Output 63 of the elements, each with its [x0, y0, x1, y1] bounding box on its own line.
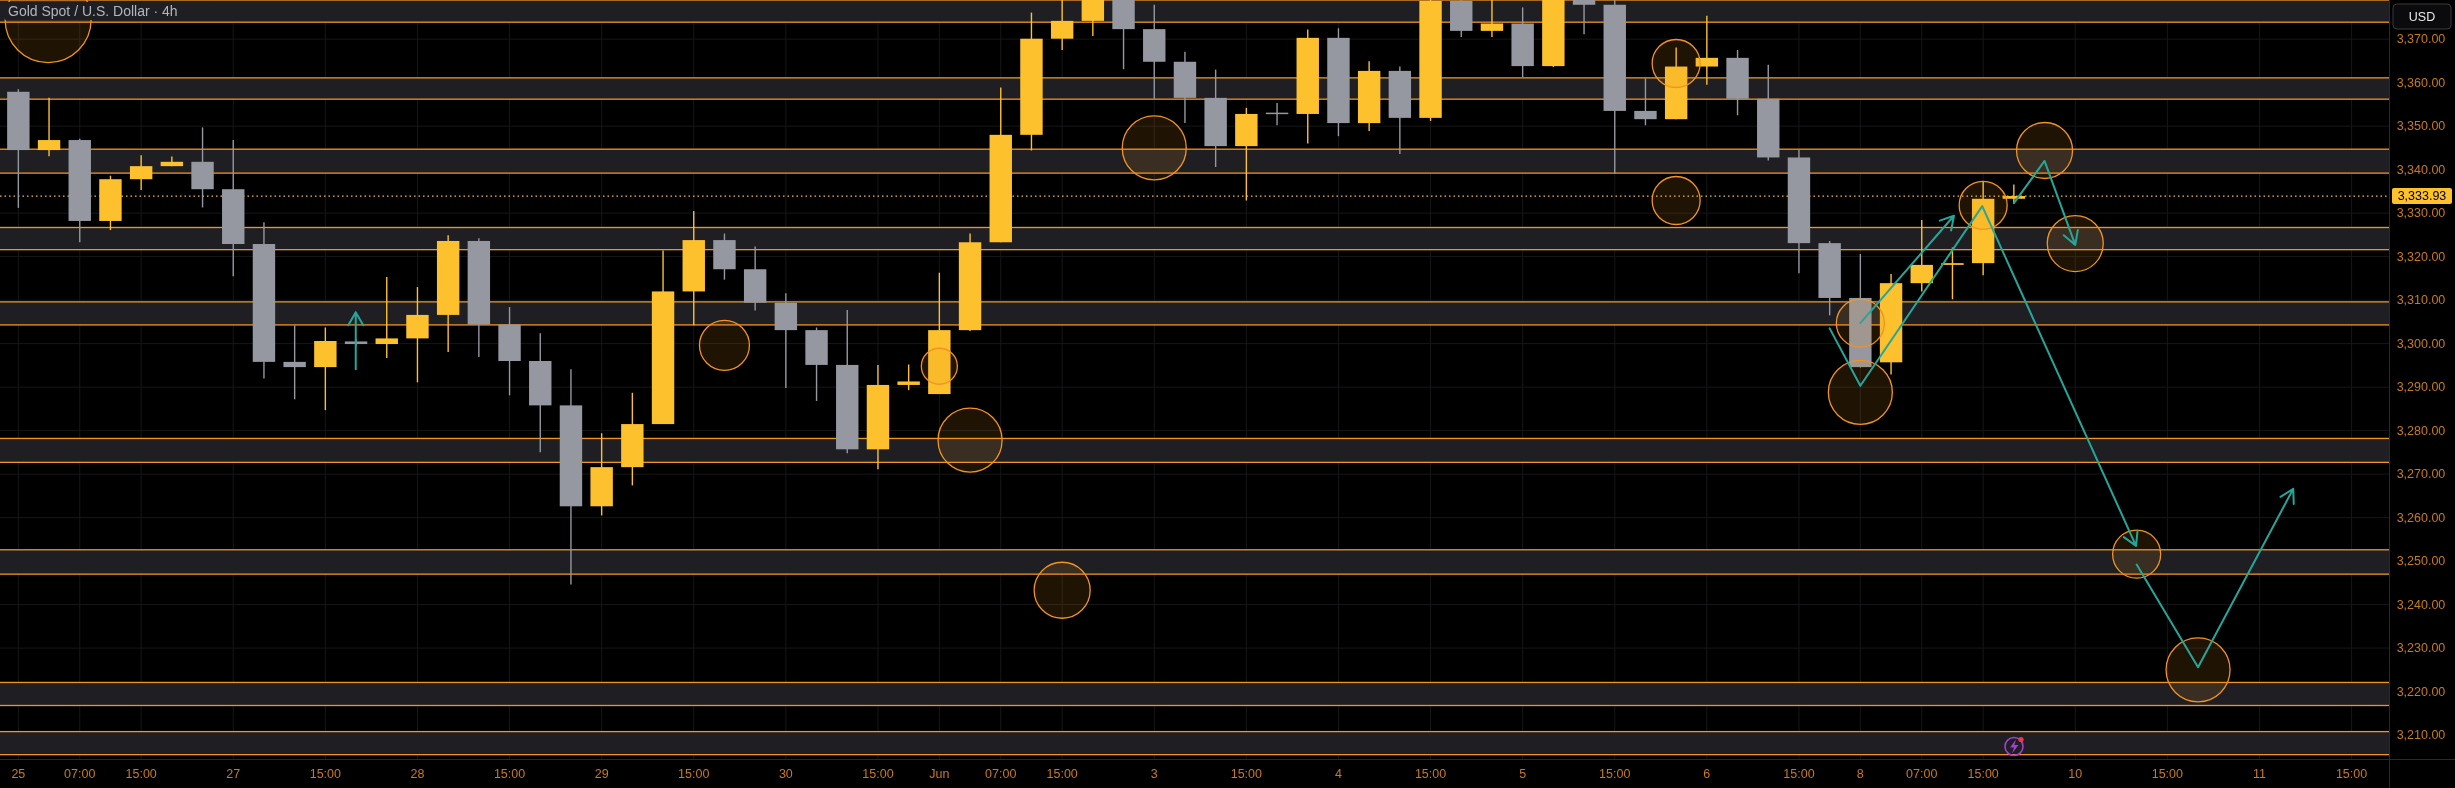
candlestick: [897, 363, 920, 391]
ref-line-label: 3,333.93: [2397, 189, 2447, 204]
x-tick-label: 15:00: [1783, 767, 1815, 781]
x-tick-label: 07:00: [64, 767, 96, 781]
x-tick-label: 15:00: [493, 767, 526, 781]
candlestick: [129, 154, 153, 191]
x-tick-label: 07:00: [1906, 767, 1938, 781]
x-tick-label: Jun: [929, 767, 950, 781]
y-tick-label: 3,260.00: [2396, 510, 2446, 525]
x-tick-label: 28: [410, 767, 425, 781]
y-tick-label: 3,250.00: [2396, 554, 2446, 569]
y-tick-label: 3,310.00: [2396, 293, 2446, 308]
candlestick: [37, 97, 61, 157]
y-tick-label: 3,300.00: [2396, 336, 2446, 351]
candlestick: [283, 324, 306, 400]
x-tick-label: 27: [226, 767, 241, 781]
x-tick-label: 15:00: [862, 767, 894, 781]
candlestick: [1941, 246, 1964, 300]
x-tick-label: 11: [2252, 767, 2266, 781]
x-tick-label: 15:00: [1599, 767, 1631, 781]
x-tick-label: 6: [1703, 767, 1711, 781]
y-tick-label: 3,330.00: [2396, 206, 2446, 221]
y-tick-label: 3,370.00: [2396, 32, 2446, 47]
x-tick-label: 15:00: [678, 767, 710, 781]
y-tick-label: 3,210.00: [2396, 728, 2446, 743]
y-tick-label: 3,350.00: [2396, 119, 2446, 134]
x-tick-label: 15:00: [1230, 767, 1263, 781]
x-tick-label: 15:00: [1967, 767, 1999, 781]
candlestick: [1634, 77, 1657, 126]
x-tick-label: 29: [594, 767, 609, 781]
candlestick: [1081, 0, 1105, 37]
x-tick-label: 15:00: [1414, 767, 1447, 781]
y-tick-label: 3,290.00: [2396, 380, 2446, 395]
y-tick-label: 3,360.00: [2396, 75, 2446, 90]
x-tick-label: 8: [1856, 767, 1864, 781]
x-tick-label: 15:00: [1046, 767, 1078, 781]
y-tick-label: 3,320.00: [2396, 249, 2446, 264]
y-tick-label: 3,340.00: [2396, 162, 2446, 177]
x-tick-label: 4: [1334, 767, 1342, 781]
x-tick-label: 5: [1519, 767, 1527, 781]
y-tick-label: 3,220.00: [2396, 684, 2446, 699]
candlestick: [1572, 0, 1596, 36]
candlestick: [1480, 0, 1504, 38]
x-tick-label: 15:00: [2335, 767, 2368, 781]
y-tick-label: 3,270.00: [2396, 467, 2446, 482]
chart-title: Gold Spot / U.S. Dollar · 4h: [8, 3, 178, 19]
candlestick: [1050, 0, 1074, 51]
candlestick: [1695, 14, 1719, 86]
candlestick: [375, 276, 398, 359]
y-tick-label: 3,230.00: [2396, 641, 2446, 656]
x-tick-label: 3: [1150, 767, 1158, 781]
y-tick-label: 3,240.00: [2396, 597, 2446, 612]
x-tick-label: 15:00: [309, 767, 342, 781]
x-tick-label: 15:00: [2151, 767, 2184, 781]
y-tick-label: 3,280.00: [2396, 423, 2446, 438]
y-axis-title: USD: [2408, 10, 2436, 24]
x-tick-label: 30: [778, 767, 793, 781]
candlestick: [1910, 219, 1933, 293]
x-tick-label: 10: [2068, 767, 2083, 781]
x-tick-label: 25: [11, 767, 26, 781]
x-tick-label: 07:00: [985, 767, 1017, 781]
x-tick-label: 15:00: [125, 767, 157, 781]
candlestick: [406, 286, 429, 384]
